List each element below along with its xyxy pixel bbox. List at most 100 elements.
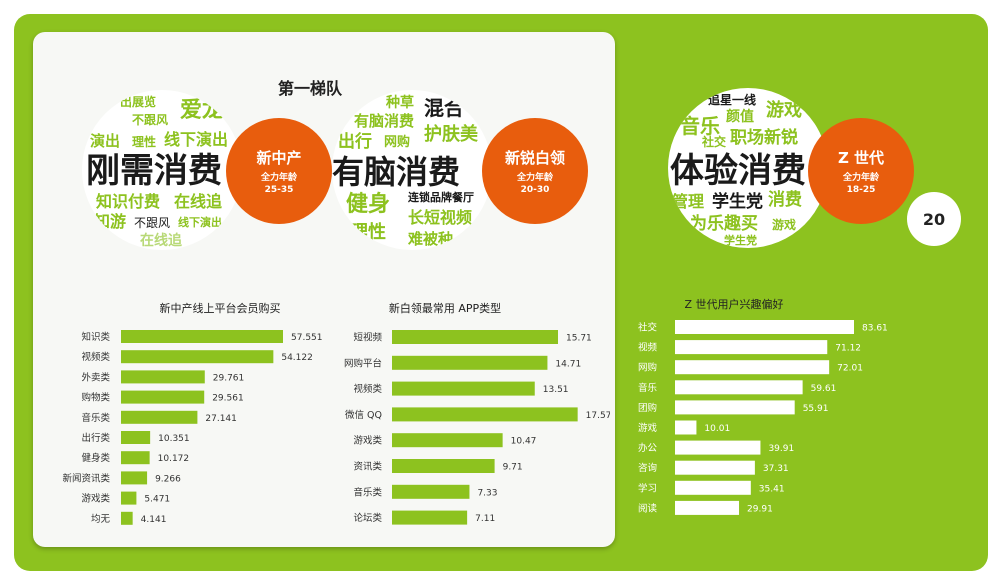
category-label: 健身类: [81, 452, 110, 464]
category-label: 均无: [91, 513, 111, 525]
bar: [675, 480, 751, 495]
word-cloud-new-middle-class: 出展览 爱龙 不跟风 演出 理性 线下演出 刚需消费 知识付费 在线追 知游 不…: [82, 90, 242, 250]
persona-age-label: 全力年龄: [516, 173, 553, 183]
bar: [121, 511, 133, 525]
value-label: 9.266: [155, 474, 181, 484]
cloud-word: 为乐趣买: [690, 214, 758, 234]
category-label: 阅读: [638, 502, 658, 514]
category-label: 社交: [638, 322, 658, 334]
cloud-word: 知识付费: [96, 192, 161, 211]
category-label: 音乐类: [81, 412, 110, 424]
cloud-word: 追星一线: [708, 93, 757, 107]
value-label: 27.141: [205, 414, 237, 424]
bar: [675, 380, 803, 395]
chart-title-white-collar: 新白领最常用 APP类型: [388, 302, 502, 315]
category-label: 网购平台: [344, 357, 382, 369]
bar: [675, 320, 854, 334]
bar: [121, 370, 205, 384]
cloud-word: 游戏: [766, 100, 802, 121]
category-label: 音乐: [638, 382, 658, 394]
category-label: 购物类: [81, 392, 110, 404]
value-label: 29.91: [747, 504, 773, 514]
value-label: 15.71: [566, 334, 592, 344]
cloud-word: 爱龙: [180, 98, 225, 123]
cloud-word: 在线追: [140, 233, 182, 249]
cloud-word: 管理: [672, 192, 705, 211]
cloud-word: 混合: [424, 96, 464, 120]
value-label: 57.551: [291, 333, 323, 343]
page-number: 20: [907, 192, 961, 246]
cloud-word: 职场新锐: [730, 128, 798, 148]
cloud-word: 出行: [338, 132, 372, 152]
bar: [392, 407, 578, 422]
value-label: 13.51: [543, 385, 569, 395]
category-label: 音乐类: [353, 486, 382, 498]
value-label: 71.12: [835, 344, 861, 354]
tier-title: 第一梯队: [277, 79, 342, 98]
cloud-word: 演出: [90, 132, 121, 150]
bar: [675, 500, 740, 515]
bar: [392, 433, 503, 448]
cloud-word: 社交: [702, 135, 727, 149]
value-label: 83.61: [862, 324, 888, 334]
cloud-word: 知游: [94, 212, 127, 231]
value-label: 54.122: [281, 353, 313, 363]
bar: [675, 360, 830, 375]
value-label: 14.71: [555, 359, 581, 369]
bar: [675, 340, 828, 355]
value-label: 72.01: [837, 364, 863, 374]
word-cloud-gen-z: 追星一线 音乐 颜值 游戏 社交 职场新锐 体验消费 管理 学生党 消费 为乐趣…: [668, 88, 828, 248]
category-label: 游戏类: [353, 435, 382, 447]
category-label: 外卖类: [81, 371, 110, 383]
cloud-word: 出展览: [120, 95, 157, 109]
persona-age-range: 20-30: [520, 185, 550, 195]
persona-name: 新锐白领: [504, 149, 565, 167]
cloud-word: 游戏: [772, 218, 797, 232]
value-label: 10.172: [158, 454, 190, 464]
category-label: 网购: [638, 362, 657, 374]
bar: [675, 460, 755, 475]
bar: [392, 381, 535, 396]
cloud-word: 线下演出: [178, 216, 222, 229]
cloud-word: 学生党: [724, 234, 757, 247]
category-label: 短视频: [353, 332, 382, 344]
bar: [121, 410, 198, 424]
persona-age-label: 全力年龄: [842, 173, 879, 183]
bar: [121, 330, 283, 343]
bar: [121, 350, 274, 364]
cloud-word: 理性: [350, 222, 386, 243]
value-label: 9.71: [503, 463, 523, 473]
persona-name: Z 世代: [837, 149, 885, 167]
chart-title-gen-z: Z 世代用户兴趣偏好: [684, 298, 784, 311]
value-label: 17.57: [586, 411, 610, 421]
value-label: 59.61: [811, 384, 837, 394]
cloud-word: 线下演出: [164, 130, 229, 149]
value-label: 29.561: [212, 394, 244, 404]
bar: [121, 451, 150, 465]
category-label: 咨询: [638, 462, 657, 474]
category-label: 知识类: [81, 331, 110, 343]
persona-age-range: 18-25: [846, 185, 876, 195]
category-label: 微信 QQ: [345, 409, 382, 421]
cloud-main-word: 体验消费: [670, 151, 806, 191]
cloud-word: 有脑消费: [354, 112, 415, 130]
persona-age-range: 25-35: [264, 185, 294, 195]
cloud-word: 音乐: [680, 114, 720, 138]
cloud-word: 在线追: [174, 192, 223, 211]
category-label: 论坛类: [353, 512, 382, 524]
value-label: 4.141: [141, 515, 167, 525]
category-label: 新闻资讯类: [62, 472, 110, 484]
bar: [121, 471, 148, 485]
value-label: 39.91: [768, 444, 794, 454]
persona-badge-gen-z: Z 世代 全力年龄 18-25: [808, 118, 914, 224]
bar: [121, 390, 205, 404]
category-label: 视频类: [81, 351, 110, 363]
bar: [392, 484, 470, 499]
bar-chart-new-middle-class: 知识类 57.551 视频类 54.122 外卖类 29.761 购物类 29.561 音乐类 2…: [62, 330, 323, 525]
persona-age-label: 全力年龄: [260, 173, 297, 183]
word-cloud-new-white-collar: 种草 混合 有脑消费 出行 网购 护肤美 有脑消费 健身 连锁品牌餐厅 长短视频…: [332, 90, 492, 250]
cloud-main-word: 有脑消费: [332, 153, 461, 191]
value-label: 10.01: [704, 424, 730, 434]
category-label: 游戏: [638, 422, 658, 434]
persona-badge-new-middle-class: 新中产 全力年龄 25-35: [226, 118, 332, 224]
